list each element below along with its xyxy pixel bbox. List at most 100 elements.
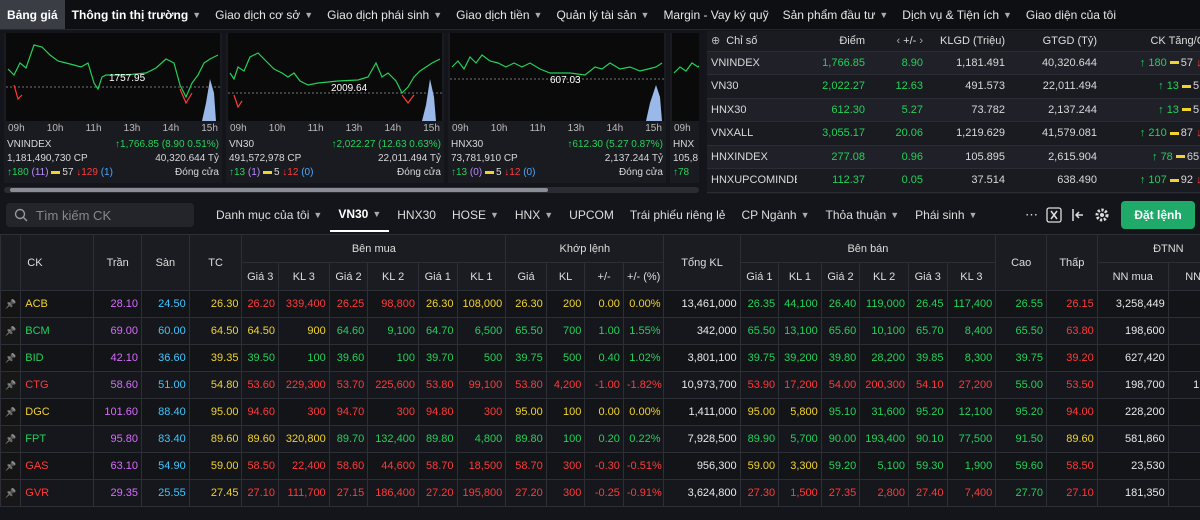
stock-row[interactable]: 📌 DGC 101.60 88.40 95.00 94.60 300 94.70 300 94.8… [0,398,1200,426]
chevron-down-icon: ▼ [890,210,900,220]
nav-my-interface[interactable]: Giao diện của tôi [1019,0,1123,29]
low-price: 89.60 [1046,425,1098,453]
stock-row[interactable]: 📌 CTG 58.60 51.00 54.80 53.60 229,300 53.70 225,… [0,371,1200,399]
time-tick: 13h [123,123,141,134]
mini-charts-scrollbar[interactable] [4,187,699,193]
col-buy-vol3: KL 3 [277,262,330,291]
index-row[interactable]: VNINDEX 1,766.85 8.90 1,181.491 40,320.644 ↑ … [707,51,1200,75]
tab-hnx30[interactable]: HNX30 [389,198,444,232]
col-buy-price1: Giá 1 [417,262,458,291]
breadth-row: ↑13 (1) 5 ↓12 (0) Đóng cửa [229,167,441,178]
tab-my-watchlist[interactable]: Danh mục của tôi ▼ [208,198,330,232]
search-box[interactable]: Tìm kiếm CK [6,203,194,227]
low-price: 39.20 [1046,344,1098,372]
pin-icon[interactable]: 📌 [0,425,22,453]
ref-bar-icon [1182,84,1191,88]
pin-icon[interactable]: 📌 [0,290,22,318]
index-row[interactable]: HNXINDEX 277.08 0.96 105.895 2,615.904 ↑ 78 6… [707,145,1200,169]
mini-chart-vnindex[interactable]: 1757.95 09h 10h 11h 13h 14h 15h VNINDEX ↑1,766… [4,33,222,183]
index-row[interactable]: HNXUPCOMINDE 112.37 0.05 37.514 638.490 ↑ 107… [707,168,1200,193]
pin-icon[interactable]: 📌 [0,317,22,345]
tab-upcom[interactable]: UPCOM [561,198,622,232]
mini-chart-hnx-partial[interactable]: 09h HNX 105,8 ↑78 [670,33,699,183]
more-horizontal-icon[interactable]: ⋯ [1025,207,1038,222]
index-point: 277.08 [797,145,869,169]
sell-price3: 54.10 [907,371,948,399]
sell-price2: 95.10 [820,398,861,426]
sell-price3: 27.40 [907,479,948,507]
ref-count: 0 [473,167,479,178]
sell-price2: 90.00 [820,425,861,453]
reference-price: 59.00 [188,452,243,480]
nav-base-trading[interactable]: Giao dịch cơ sở ▼ [208,0,320,29]
index-row[interactable]: VNXALL 3,055.17 20.06 1,219.629 41,579.081 ↑ … [707,121,1200,146]
nav-margin[interactable]: Margin - Vay ký quỹ [656,0,775,29]
tab-vn30[interactable]: VN30 ▼ [330,198,390,232]
nav-market-info[interactable]: Thông tin thị trường ▼ [65,0,208,29]
ceil-count: 57 [62,167,74,178]
mini-chart-hnx30[interactable]: 607.03 09h 10h 11h 13h 14h 15h HNX30 ↑612.30 (… [448,33,666,183]
tab-label: Thỏa thuận [825,208,887,222]
up-count: 210 [1148,127,1167,140]
index-point: 612.30 [797,98,869,122]
stock-row[interactable]: 📌 GVR 29.35 25.55 27.45 27.10 111,700 27.15 186,… [0,479,1200,507]
stock-row[interactable]: 📌 ACB 28.10 24.50 26.30 26.20 339,400 26.25 98,8… [0,290,1200,318]
scrollbar-thumb[interactable] [10,188,548,192]
index-row[interactable]: VN30 2,022.27 12.63 491.573 22,011.494 ↑ 13 5… [707,74,1200,99]
pin-icon[interactable]: 📌 [0,371,22,399]
index-value: 2,137.244 Tỷ [604,153,663,164]
nav-label: Giao dịch phái sinh [327,7,430,22]
sell-vol2: 28,200 [859,344,909,372]
stock-row[interactable]: 📌 BCM 69.00 60.00 64.50 64.50 900 64.60 9,100 64.… [0,317,1200,345]
match-change-pct: -1.82% [622,371,665,399]
tab-hnx[interactable]: HNX ▼ [507,198,561,232]
nav-services[interactable]: Dịch vụ & Tiện ích ▼ [895,0,1019,29]
arrow-up-icon: ↑ [1158,80,1164,93]
tab-hose[interactable]: HOSE ▼ [444,198,507,232]
place-order-button[interactable]: Đặt lệnh [1121,201,1195,229]
mini-chart-vn30[interactable]: 2009.64 09h 10h 11h 13h 14h 15h VN30 ↑2,022.27… [226,33,444,183]
pin-icon[interactable]: 📌 [0,479,22,507]
index-change: 612.30 (5.27 0.87%) [572,139,663,150]
ref-count: 5 [1193,80,1200,93]
nav-asset-management[interactable]: Quản lý tài sản ▼ [549,0,656,29]
intraday-chart: 1757.95 [6,33,220,121]
pin-icon[interactable]: 📌 [0,344,22,372]
index-name: VN30 [707,74,797,99]
foreign-sell: 16,60 [1167,317,1200,345]
down-count: 12 [509,167,521,178]
tab-derivatives[interactable]: Phái sinh ▼ [907,198,985,232]
nav-price-board[interactable]: Bảng giá [0,0,65,29]
ref-bar-icon [1169,61,1179,65]
chevron-down-icon: ▼ [304,9,314,20]
buy-vol3: 229,300 [277,371,330,399]
tab-sector-stocks[interactable]: CP Ngành ▼ [733,198,817,232]
nav-derivative-trading[interactable]: Giao dịch phái sinh ▼ [320,0,449,29]
nav-cash-trading[interactable]: Giao dịch tiền ▼ [449,0,549,29]
pin-icon[interactable]: 📌 [0,398,22,426]
total-volume: 956,300 [663,452,741,480]
buy-price1: 39.70 [417,344,458,372]
col-floor: Sàn [141,234,190,291]
total-volume: 7,928,500 [663,425,741,453]
collapse-icon[interactable] [1070,207,1086,223]
nav-investment-products[interactable]: Sản phẩm đầu tư ▼ [776,0,896,29]
chevron-down-icon: ▼ [433,9,443,20]
tab-private-bonds[interactable]: Trái phiếu riêng lẻ [622,198,734,232]
total-volume: 3,801,100 [663,344,741,372]
stock-row[interactable]: 📌 BID 42.10 36.60 39.35 39.50 100 39.60 100 39.70… [0,344,1200,372]
pin-icon: ⊕ [711,35,721,48]
pin-icon[interactable]: 📌 [0,452,22,480]
buy-price1: 89.80 [417,425,458,453]
buy-vol1: 6,500 [456,317,507,345]
gear-icon[interactable] [1094,207,1110,223]
time-tick: 14h [384,123,402,134]
tab-negotiated[interactable]: Thỏa thuận ▼ [818,198,908,232]
up-count: 78 [678,167,690,178]
stock-row[interactable]: 📌 FPT 95.80 83.40 89.60 89.60 320,800 89.70 132,… [0,425,1200,453]
stock-row[interactable]: 📌 GAS 63.10 54.90 59.00 58.50 22,400 58.60 44,60… [0,452,1200,480]
high-price: 91.50 [995,425,1048,453]
excel-icon[interactable] [1046,207,1062,223]
buy-price2: 64.60 [328,317,369,345]
